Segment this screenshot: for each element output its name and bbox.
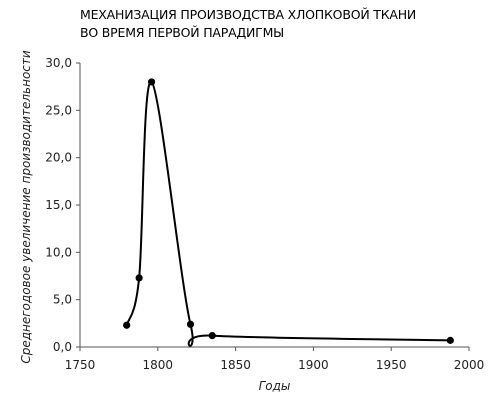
y-tick-label: 5,0 xyxy=(53,293,72,307)
x-tick-label: 2000 xyxy=(454,358,485,372)
data-point xyxy=(208,332,216,340)
x-tick-label: 1850 xyxy=(220,358,251,372)
chart-title-line-1: МЕХАНИЗАЦИЯ ПРОИЗВОДСТВА ХЛОПКОВОЙ ТКАНИ xyxy=(80,7,417,22)
data-point xyxy=(135,274,143,282)
y-axis-label: Среднегодовое увеличение производительно… xyxy=(19,50,33,364)
y-tick-label: 10,0 xyxy=(45,245,72,259)
data-points xyxy=(123,78,454,344)
y-tick-label: 25,0 xyxy=(45,103,72,117)
x-axis-label: Годы xyxy=(259,379,291,393)
x-tick-label: 1950 xyxy=(376,358,407,372)
chart-title-line-2: ВО ВРЕМЯ ПЕРВОЙ ПАРАДИГМЫ xyxy=(80,25,285,40)
y-tick-label: 0,0 xyxy=(53,340,72,354)
data-point xyxy=(147,78,156,86)
axes xyxy=(79,63,469,348)
x-tick-label: 1900 xyxy=(298,358,329,372)
data-point xyxy=(186,320,195,328)
chart-title: МЕХАНИЗАЦИЯ ПРОИЗВОДСТВА ХЛОПКОВОЙ ТКАНИ… xyxy=(80,6,480,42)
y-tick-label: 20,0 xyxy=(45,151,72,165)
y-tick-label: 30,0 xyxy=(45,56,72,70)
x-tick-label: 1750 xyxy=(65,358,96,372)
x-axis-ticks: 1750 1800 1850 1900 1950 2000 xyxy=(65,347,485,372)
x-tick-label: 1800 xyxy=(143,358,174,372)
y-axis-ticks: 0,0 5,0 10,0 15,0 20,0 25,0 30,0 xyxy=(45,56,80,354)
data-point xyxy=(446,336,454,344)
series-line xyxy=(125,80,451,347)
y-tick-label: 15,0 xyxy=(45,198,72,212)
data-point xyxy=(123,321,131,329)
